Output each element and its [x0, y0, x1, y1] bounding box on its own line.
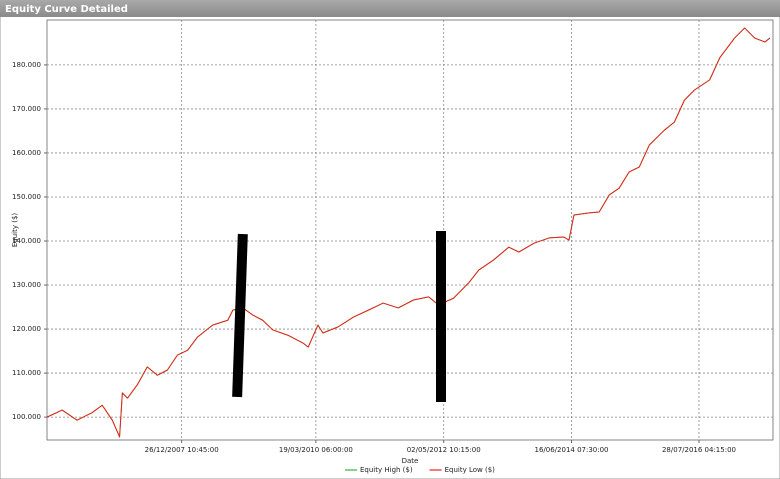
x-tick-label: 16/06/2014 07:30:00: [535, 446, 609, 454]
x-tick-label: 02/05/2012 10:15:00: [407, 446, 481, 454]
y-tick-label: 180.000: [12, 61, 41, 69]
plot-frame: [46, 19, 774, 441]
y-axis-label: Equity ($): [11, 213, 19, 248]
y-tick-label: 140.000: [12, 237, 41, 245]
x-axis-label: Date: [402, 457, 419, 465]
legend: Equity High ($) Equity Low ($): [345, 466, 495, 474]
plot-area: 100.000 110.000 120.000 130.000 140.000 150.0…: [12, 20, 773, 454]
x-tick-label: 26/12/2007 10:45:00: [145, 446, 219, 454]
y-tick-label: 130.000: [12, 281, 41, 289]
equity-line: [46, 27, 771, 438]
x-tick-label: 19/03/2010 06:00:00: [279, 446, 353, 454]
legend-label: Equity High ($): [360, 466, 413, 474]
chart-title: Equity Curve Detailed: [5, 4, 128, 15]
title-bar: [0, 0, 780, 17]
y-tick-label: 150.000: [12, 193, 41, 201]
legend-label: Equity Low ($): [445, 466, 496, 474]
redaction-bar: [436, 231, 446, 402]
y-tick-label: 160.000: [12, 149, 41, 157]
redaction-bar: [232, 233, 248, 398]
y-tick-label: 110.000: [12, 369, 41, 377]
y-tick-label: 100.000: [12, 413, 41, 421]
y-tick-label: 170.000: [12, 105, 41, 113]
x-tick-label: 28/07/2016 04:15:00: [662, 446, 736, 454]
y-tick-label: 120.000: [12, 325, 41, 333]
